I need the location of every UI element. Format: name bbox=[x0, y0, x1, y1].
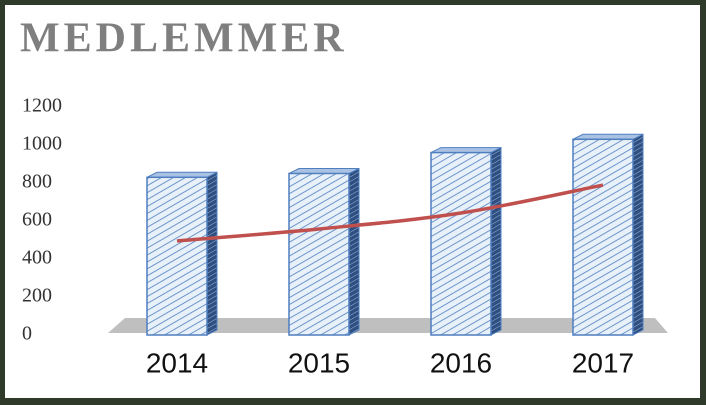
y-tick-label: 800 bbox=[22, 171, 52, 193]
bar-side bbox=[207, 172, 217, 335]
x-tick-label: 2015 bbox=[288, 347, 350, 378]
bar bbox=[289, 174, 349, 336]
bar bbox=[431, 153, 491, 335]
y-tick-label: 0 bbox=[22, 323, 32, 345]
y-tick-label: 200 bbox=[22, 285, 52, 307]
y-tick-label: 400 bbox=[22, 247, 52, 269]
y-tick-label: 600 bbox=[22, 209, 52, 231]
bar-side bbox=[349, 169, 359, 336]
y-tick-label: 1000 bbox=[22, 133, 62, 155]
bar-side bbox=[491, 148, 501, 335]
x-tick-label: 2016 bbox=[430, 347, 492, 378]
y-tick-label: 1200 bbox=[22, 95, 62, 117]
x-tick-label: 2017 bbox=[572, 347, 634, 378]
bar-side bbox=[633, 134, 643, 335]
x-tick-label: 2014 bbox=[146, 347, 208, 378]
chart: MEDLEMMER 0 200 400 600 800 1000 1200 2014 2015 2… bbox=[0, 0, 706, 405]
bar bbox=[573, 139, 633, 335]
chart-title: MEDLEMMER bbox=[20, 16, 348, 62]
bar bbox=[147, 177, 207, 335]
